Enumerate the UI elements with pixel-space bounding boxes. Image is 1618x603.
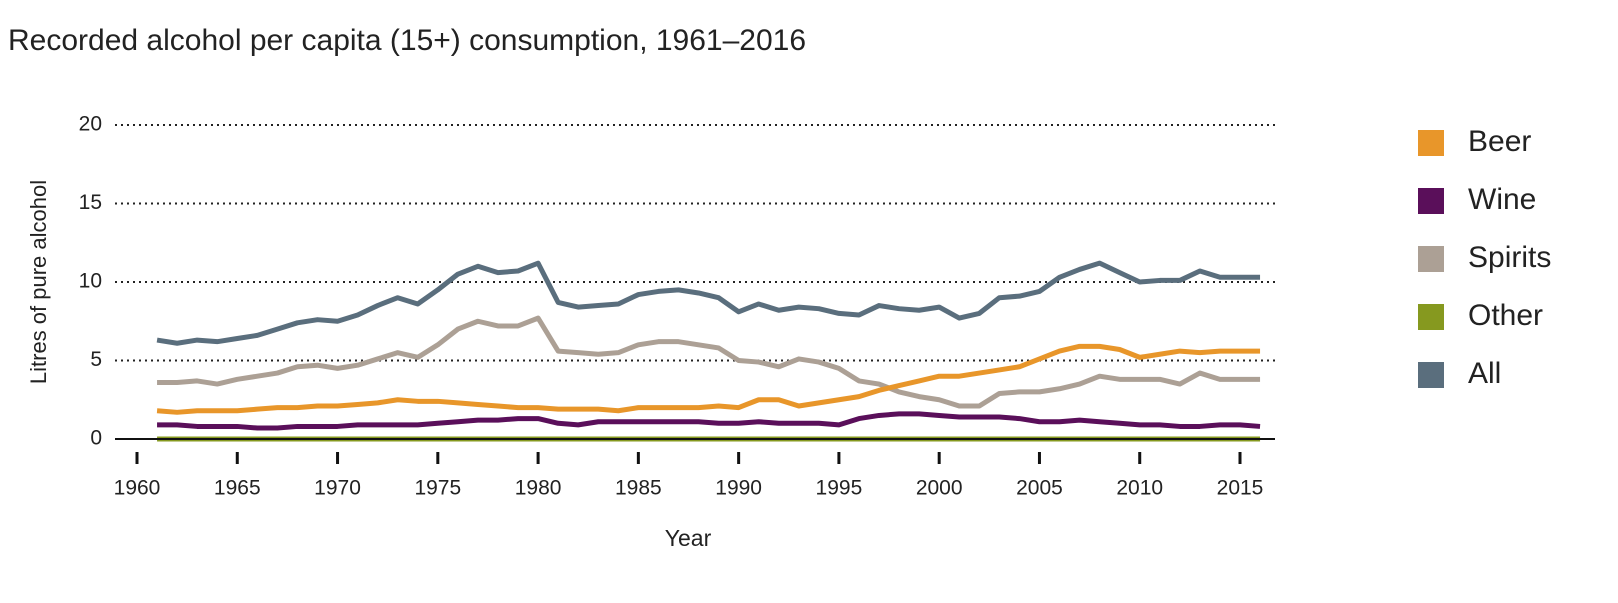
y-tick-label: 5 xyxy=(90,348,102,371)
legend-swatch xyxy=(1418,362,1444,388)
series-line xyxy=(157,315,1261,409)
legend-swatch xyxy=(1418,188,1444,214)
legend-swatch xyxy=(1418,304,1444,330)
x-tick-label: 1975 xyxy=(414,477,461,500)
legend-label: All xyxy=(1468,357,1501,390)
y-tick-label: 15 xyxy=(79,191,102,214)
y-axis-label: Litres of pure alcohol xyxy=(26,180,51,384)
legend-label: Wine xyxy=(1468,183,1536,216)
x-tick-label: 2000 xyxy=(916,477,963,500)
legend-label: Spirits xyxy=(1468,241,1551,274)
x-tick-label: 1960 xyxy=(114,477,161,500)
x-axis-label: Year xyxy=(665,525,712,551)
y-tick-label: 0 xyxy=(90,427,102,450)
x-tick-label: 1965 xyxy=(214,477,261,500)
series-line xyxy=(156,343,1261,415)
legend-swatch xyxy=(1418,130,1444,156)
x-tick-label: 1990 xyxy=(715,477,762,500)
x-tick-label: 1970 xyxy=(314,477,361,500)
x-tick-label: 2015 xyxy=(1217,477,1264,500)
chart-title: Recorded alcohol per capita (15+) consum… xyxy=(8,24,806,57)
y-tick-label: 20 xyxy=(79,113,102,136)
legend-label: Other xyxy=(1468,299,1543,332)
series-line xyxy=(157,411,1261,431)
y-tick-label: 10 xyxy=(79,270,102,293)
x-tick-label: 1980 xyxy=(515,477,562,500)
x-tick-label: 1995 xyxy=(816,477,863,500)
x-tick-label: 2005 xyxy=(1016,477,1063,500)
x-tick-label: 1985 xyxy=(615,477,662,500)
x-tick-label: 2010 xyxy=(1116,477,1163,500)
legend-swatch xyxy=(1418,246,1444,272)
legend-label: Beer xyxy=(1468,125,1531,158)
series-line xyxy=(156,260,1261,346)
